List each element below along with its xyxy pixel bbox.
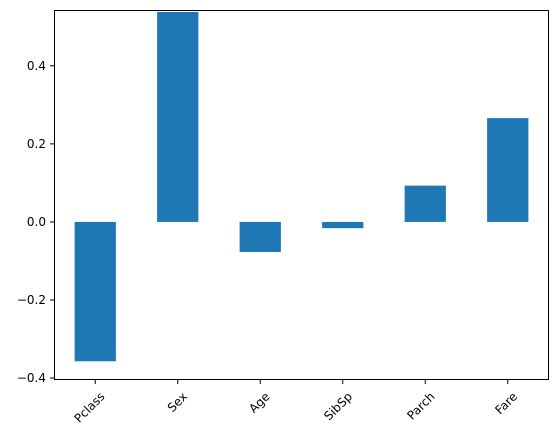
y-tick-label: 0.0 (27, 215, 46, 229)
bars-layer (74, 11, 529, 362)
y-tick-label: 0.2 (27, 137, 46, 151)
y-axis: −0.4 −0.2 0.0 0.2 0.4 (17, 59, 54, 385)
y-tick-label: −0.4 (17, 371, 46, 385)
bar-parch (404, 185, 446, 222)
x-tick-label: Sex (165, 389, 190, 414)
x-axis: Pclass Sex Age SibSp Parch Fare (72, 380, 520, 426)
x-tick-label: Pclass (72, 389, 108, 425)
x-tick-label: Parch (404, 389, 437, 422)
bar-sex (157, 11, 199, 222)
x-tick-label: Age (246, 389, 272, 415)
bar-sibsp (322, 221, 364, 229)
bar-pclass (74, 221, 116, 362)
plot-area-frame (54, 10, 549, 380)
bar-fare (487, 118, 529, 222)
y-tick-label: 0.4 (27, 59, 46, 73)
x-tick-label: SibSp (321, 389, 355, 423)
y-tick-label: −0.2 (17, 293, 46, 307)
bar-age (239, 221, 281, 252)
x-tick-label: Fare (492, 389, 520, 417)
